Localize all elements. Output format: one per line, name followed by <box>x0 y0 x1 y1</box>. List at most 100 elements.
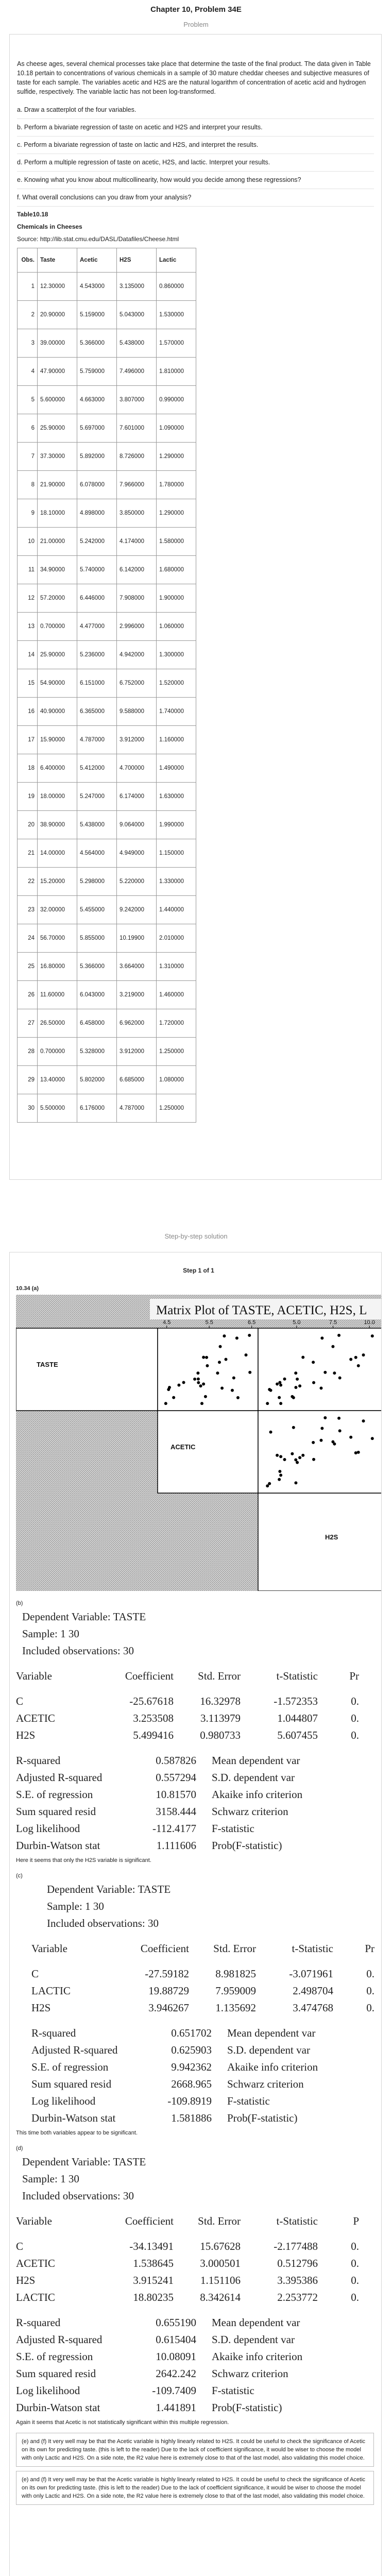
cell: 0. <box>351 2274 359 2286</box>
solution-heading: Step-by-step solution <box>164 1232 228 1240</box>
table-cell: 21.00000 <box>37 527 77 556</box>
cell: S.E. of regression <box>16 1788 93 1801</box>
cell: S.D. dependent var <box>227 2044 310 2056</box>
cell: 3.113979 <box>200 1712 241 1724</box>
table-cell: 13 <box>17 612 38 641</box>
table-cell: 1.160000 <box>156 725 196 754</box>
table-cell: 5.855000 <box>77 924 117 953</box>
table-cell: 6.446000 <box>77 584 117 613</box>
scatter-point <box>167 1385 171 1389</box>
scatter-point <box>276 1453 279 1457</box>
scatter-point <box>269 1388 272 1392</box>
spacer <box>16 1744 381 1752</box>
table-cell: 40.90000 <box>37 697 77 726</box>
table-row: 19 18.00000 5.247000 6.174000 1.630000 <box>17 782 196 811</box>
table-cell: 1.290000 <box>156 442 196 471</box>
table-cell: 1.720000 <box>156 1009 196 1038</box>
table-cell: 26 <box>17 980 38 1009</box>
table-cell: 4.700000 <box>116 754 157 783</box>
cell: 0.587826 <box>156 1754 196 1767</box>
table-cell: 13.40000 <box>37 1065 77 1094</box>
table-cell: 1.490000 <box>156 754 196 783</box>
problem-part: b. Perform a bivariate regression of tas… <box>17 119 374 137</box>
scatter-point <box>349 1358 353 1361</box>
table-cell: 38.90000 <box>37 810 77 839</box>
coefficient-row: H2S 3.915241 1.151106 3.395386 0. <box>16 2272 381 2289</box>
table-cell: 18.00000 <box>37 782 77 811</box>
table-cell: 5.298000 <box>77 867 117 896</box>
cell: Log likelihood <box>16 2384 80 2397</box>
table-cell: 11 <box>17 555 38 584</box>
cell: 3.253508 <box>133 1712 174 1724</box>
scatter-point <box>356 1450 360 1454</box>
scatter-point <box>235 1336 238 1340</box>
coefficient-row: ACETIC 3.253508 3.113979 1.044807 0. <box>16 1710 381 1727</box>
scatter-point <box>248 1370 252 1374</box>
cell: 0. <box>366 2002 374 2014</box>
output-header: Sample: 1 30 <box>47 1900 104 1912</box>
table-cell: 0.700000 <box>37 1037 77 1066</box>
scatter-point <box>172 1396 176 1399</box>
scatter-point <box>292 1396 295 1399</box>
table-cell: 1.460000 <box>156 980 196 1009</box>
scatter-point <box>331 1345 335 1348</box>
stats-row: Log likelihood -109.7409 F-statistic <box>16 2382 381 2399</box>
scatter-point <box>294 1481 298 1485</box>
cell: Durbin-Watson stat <box>31 2112 116 2124</box>
cell: C <box>31 1968 39 1980</box>
scatter-point <box>279 1402 283 1405</box>
spacer <box>16 1659 381 1668</box>
scatter-point <box>370 1334 374 1338</box>
page-title: Chapter 10, Problem 34E <box>150 5 242 14</box>
cell: 15.67628 <box>200 2240 241 2252</box>
table-cell: 15 <box>17 669 38 698</box>
panel <box>258 1328 381 1411</box>
table-cell: 1.900000 <box>156 584 196 613</box>
scatter-point <box>362 1353 365 1357</box>
table-cell: 4.543000 <box>77 272 117 301</box>
scatter-point <box>217 1361 221 1364</box>
table-row: 2 20.90000 5.159000 5.043000 1.530000 <box>17 300 196 329</box>
coefficient-row: H2S 3.946267 1.135692 3.474768 0. <box>31 1999 381 2016</box>
cell: 8.342614 <box>200 2291 241 2303</box>
scatter-point <box>196 1377 200 1381</box>
table-source: Source: http://lib.stat.cmu.edu/DASL/Dat… <box>17 235 179 243</box>
stats-row: S.E. of regression 10.81570 Akaike info cr… <box>16 1786 381 1803</box>
cell: S.D. dependent var <box>212 1771 295 1784</box>
table-cell: 34.90000 <box>37 555 77 584</box>
table-cell: 5.043000 <box>116 300 157 329</box>
regression-output: Dependent Variable: TASTE Sample: 1 30 Inc… <box>16 2154 381 2416</box>
cell: Prob(F-statistic) <box>212 1839 282 1852</box>
column-header: t-Statistic <box>276 1670 318 1682</box>
cell: F-statistic <box>227 2095 270 2107</box>
table-cell: 23 <box>17 895 38 924</box>
table-cell: 4.174000 <box>116 527 157 556</box>
table-cell: 11.60000 <box>37 980 77 1009</box>
scatter-point <box>292 1426 295 1429</box>
cell: F-statistic <box>212 1822 254 1835</box>
tick-label: 7.5 <box>329 1319 337 1326</box>
table-cell: 4.787000 <box>116 1094 157 1123</box>
cell: 8.981825 <box>215 1968 256 1980</box>
problem-tab[interactable]: Problem <box>183 21 209 28</box>
table-cell: 9.064000 <box>116 810 157 839</box>
scatter-point <box>296 1377 299 1381</box>
column-header: Obs. <box>17 248 38 273</box>
table-cell: 6.078000 <box>77 470 117 499</box>
regression-output: Dependent Variable: TASTE Sample: 1 30 Inc… <box>16 1608 381 1854</box>
scatter-point <box>338 1376 342 1380</box>
problem-part: f. What overall conclusions can you draw… <box>17 189 374 207</box>
tick-label: 4.5 <box>163 1319 171 1326</box>
table-cell: 5 <box>17 385 38 414</box>
scatter-point <box>279 1455 283 1459</box>
table-cell: 39.00000 <box>37 329 77 358</box>
table-cell: 14 <box>17 640 38 669</box>
table-cell: 7.496000 <box>116 357 157 386</box>
cell: 10.81570 <box>156 1788 196 1801</box>
table-cell: 5.600000 <box>37 385 77 414</box>
scatter-point <box>312 1440 315 1444</box>
scatter-point <box>331 1440 335 1444</box>
cell: -34.13491 <box>129 2240 174 2252</box>
problem-part: c. Perform a bivariate regression of tas… <box>17 137 374 154</box>
cell: Schwarz criterion <box>227 2078 304 2090</box>
